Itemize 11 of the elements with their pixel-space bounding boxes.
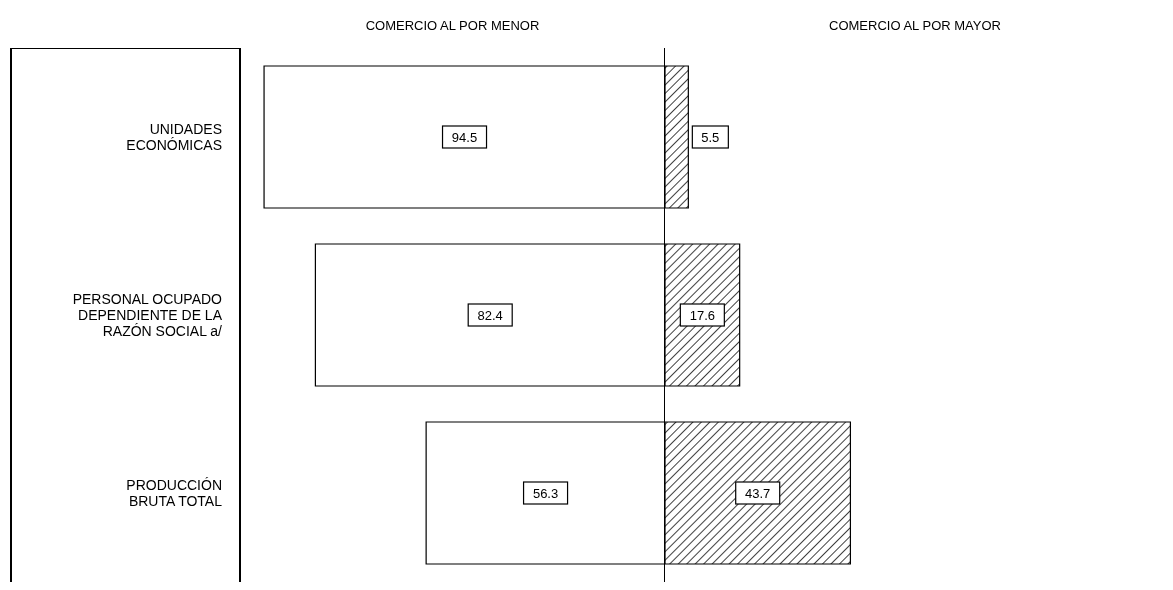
text: COMERCIO AL POR MAYOR xyxy=(828,18,1002,33)
y-tick-label: PRODUCCIÓN BRUTA TOTAL xyxy=(126,477,223,509)
data-label: 82.4 xyxy=(477,308,503,323)
y-tick-label: UNIDADES ECONÓMICAS xyxy=(126,121,222,153)
data-label: 17.6 xyxy=(689,308,715,323)
data-label: 94.5 xyxy=(451,130,478,145)
data-label: 43.7 xyxy=(745,486,771,501)
y-tick-label: PERSONAL OCUPADO DEPENDIENTE DE LA RAZÓN SOCIAL a/ xyxy=(72,291,223,339)
chart-title: COMERCIO AL POR MENOR xyxy=(364,18,541,33)
data-label: 5.5 xyxy=(701,130,720,145)
data-label: 56.3 xyxy=(532,486,559,501)
